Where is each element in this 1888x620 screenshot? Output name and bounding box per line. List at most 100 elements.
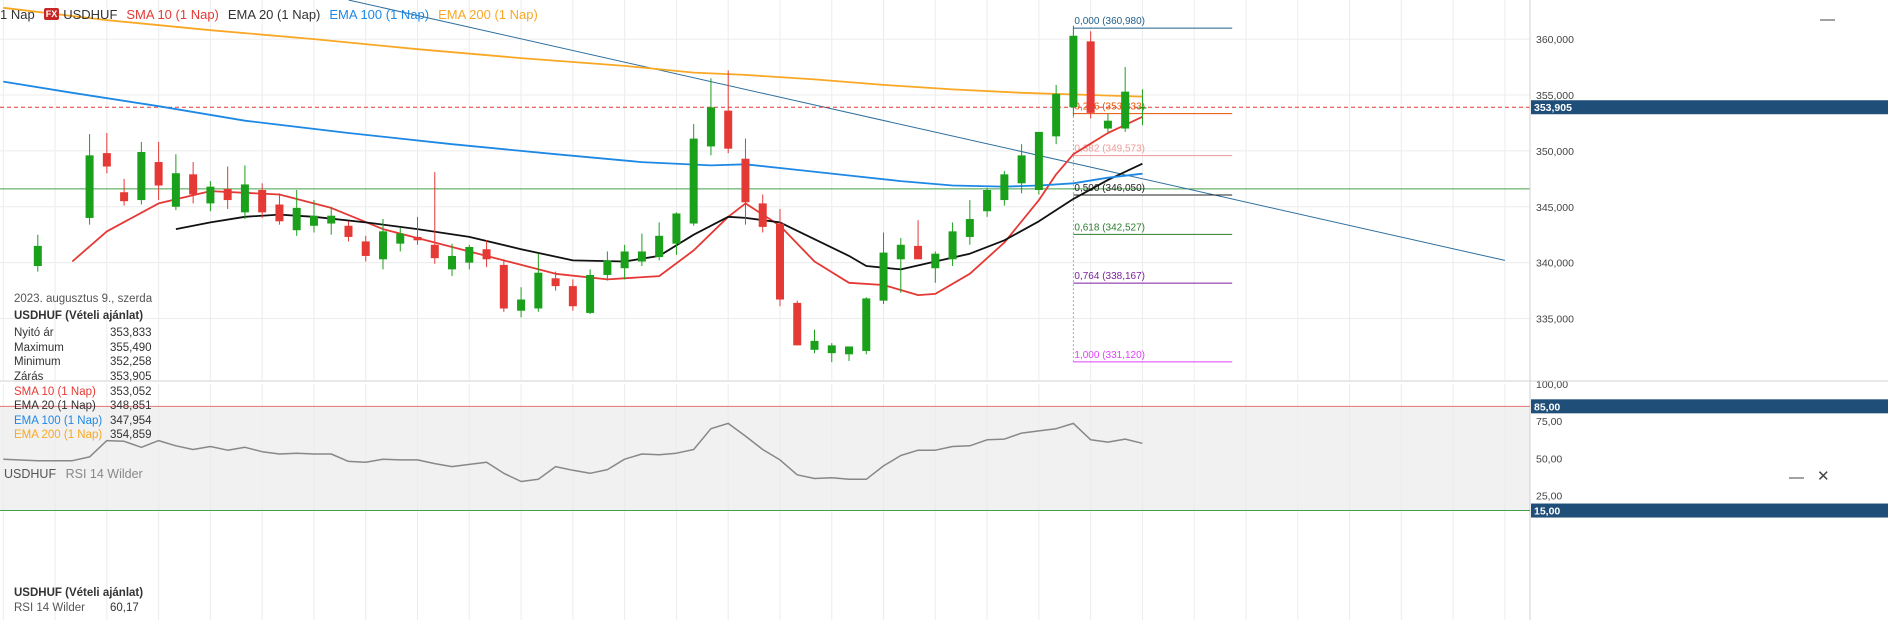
rsi-info-title: USDHUF (Vételi ajánlat): [14, 587, 144, 599]
chart-header: 1 Nap FX USDHUF SMA 10 (1 Nap) EMA 20 (1…: [0, 5, 547, 23]
fibonacci-level-label: 1,000 (331,120): [1074, 350, 1145, 361]
legend-ema20[interactable]: EMA 20 (1 Nap): [227, 6, 321, 22]
ohlc-info-box: 2023. augusztus 9., szerda USDHUF (Vétel…: [14, 292, 152, 443]
candle-body: [1052, 93, 1061, 137]
fibonacci-level-label: 0,764 (338,167): [1074, 271, 1145, 282]
candle-body: [758, 203, 767, 227]
rsi-line: [3, 422, 1143, 483]
legend-ema200[interactable]: EMA 200 (1 Nap): [438, 6, 538, 22]
candle-body: [948, 231, 957, 260]
rsi-panel-chart: [0, 405, 1530, 512]
candle-body: [724, 110, 733, 149]
current-price-label: 353,905: [1534, 102, 1572, 114]
candle-body: [603, 260, 612, 275]
rsi-panel-header: USDHUF RSI 14 Wilder: [4, 467, 143, 481]
price-tick-label: 335,000: [1536, 314, 1574, 326]
candle-body: [327, 215, 336, 224]
legend-ema100[interactable]: EMA 100 (1 Nap): [329, 6, 430, 22]
candle-body: [655, 235, 664, 258]
rsi-upper-tag: [1531, 399, 1888, 414]
candle-body: [33, 245, 42, 266]
close-icon[interactable]: ✕: [1817, 468, 1830, 485]
info-value: 355,490: [110, 341, 152, 354]
candle-body: [309, 215, 318, 226]
moving-average-line: [71, 115, 1143, 297]
candle-body: [775, 223, 784, 300]
info-value: 347,954: [110, 414, 152, 427]
timeframe-label[interactable]: 1 Nap: [0, 6, 35, 22]
price-tick-label: 355,000: [1536, 90, 1574, 102]
candle-body: [983, 190, 992, 212]
candle-body: [1069, 35, 1078, 108]
candle-body: [931, 253, 940, 269]
candle-body: [379, 231, 387, 260]
rsi-lower-tag: [1531, 503, 1888, 518]
fibonacci-level-label: 0,000 (360,980): [1074, 16, 1145, 27]
candle-body: [482, 249, 491, 260]
minimize-icon[interactable]: —: [1789, 469, 1804, 486]
info-row-close: Zárás 353,905: [14, 370, 152, 385]
info-value: 353,052: [110, 385, 152, 398]
candle-body: [137, 152, 146, 201]
candle-body: [637, 251, 646, 262]
candle-body: [586, 274, 595, 313]
info-value: 353,833: [110, 327, 152, 340]
price-tick-label: 340,000: [1536, 258, 1574, 270]
price-tick-label: 350,000: [1536, 146, 1574, 158]
fibonacci-level-label: 0,500 (346,050): [1074, 183, 1145, 194]
fibonacci-level-label: 0,236 (353,333): [1074, 102, 1145, 113]
trendline: [348, 0, 1506, 261]
rsi-tick-label: 25,00: [1536, 491, 1562, 503]
info-value: 354,859: [110, 429, 152, 442]
info-row-sma10: SMA 10 (1 Nap) 353,052: [14, 385, 152, 400]
candle-body: [85, 155, 94, 218]
candle-body: [206, 186, 215, 204]
candle-body: [965, 219, 974, 237]
candle-body: [793, 302, 802, 346]
info-label: EMA 100 (1 Nap): [14, 414, 103, 427]
candle-body: [1034, 131, 1043, 190]
candle-body: [430, 244, 439, 259]
symbol-label[interactable]: USDHUF: [63, 6, 118, 22]
rsi-tick-label: 50,00: [1536, 453, 1562, 465]
candle-body: [1017, 155, 1026, 184]
grid-lines: [0, 0, 1530, 620]
candle-body: [568, 286, 577, 307]
candle-body: [1103, 120, 1112, 129]
info-row-low: Minimum 352,258: [14, 355, 152, 370]
drawing-tools: 0,000 (360,980) 0,236 (353,333) 0,382 (349…: [0, 0, 1530, 363]
info-row-high: Maximum 355,490: [14, 341, 152, 356]
rsi-lower-tag-label: 15,00: [1534, 506, 1560, 518]
rsi-tick-label: 100,00: [1536, 379, 1568, 391]
candle-body: [1000, 174, 1009, 201]
rsi-info-box: USDHUF (Vételi ajánlat) RSI 14 Wilder 60…: [14, 586, 143, 616]
candle-body: [810, 340, 819, 350]
candle-body: [275, 204, 284, 222]
info-row-ema100: EMA 100 (1 Nap) 347,954: [14, 414, 152, 429]
candle-body: [396, 233, 405, 244]
candle-body: [914, 245, 923, 260]
candle-body: [879, 252, 888, 301]
info-label: Zárás: [14, 370, 44, 383]
candle-body: [896, 244, 905, 260]
fx-icon: FX: [43, 8, 60, 20]
candle-body: [672, 213, 681, 244]
rsi-indicator-label[interactable]: RSI 14 Wilder: [65, 467, 143, 481]
candle-body: [361, 241, 370, 256]
info-label: EMA 20 (1 Nap): [14, 400, 96, 413]
rsi-info-row: RSI 14 Wilder 60,17: [14, 601, 143, 616]
info-row-ema20: EMA 20 (1 Nap) 348,851: [14, 399, 152, 414]
candle-body: [344, 225, 353, 237]
info-label: SMA 10 (1 Nap): [14, 385, 96, 398]
legend-sma10[interactable]: SMA 10 (1 Nap): [126, 6, 219, 22]
candle-body: [120, 192, 129, 202]
info-value: 352,258: [110, 356, 152, 369]
candle-body: [551, 278, 560, 287]
main-panel-minimize-icon[interactable]: —: [1820, 11, 1835, 28]
price-tick-label: 345,000: [1536, 202, 1574, 214]
candle-body: [741, 158, 750, 203]
info-label: Minimum: [14, 356, 61, 369]
candle-body: [1138, 107, 1147, 109]
